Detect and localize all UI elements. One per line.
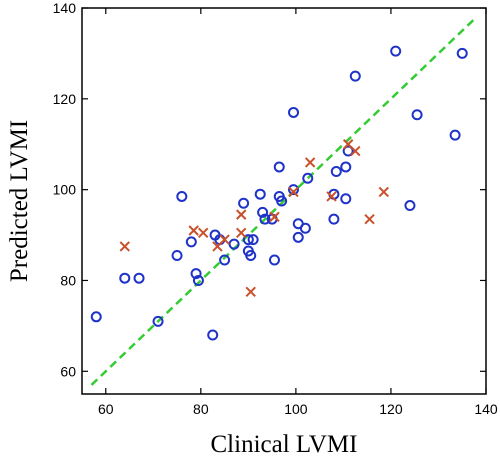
data-point-cross: [288, 186, 299, 198]
data-point-circle: [259, 213, 271, 225]
data-point-circle: [340, 161, 352, 173]
data-point-cross: [245, 286, 256, 298]
data-point-cross: [364, 213, 375, 225]
data-point-circle: [456, 47, 468, 59]
identity-reference-line: [90, 16, 478, 386]
axis-ticks: 60 80 100 120 140 60 80 100 120 140: [53, 0, 498, 417]
x-tick-label: 140: [474, 401, 498, 417]
data-point-circle: [119, 272, 131, 284]
data-point-circle: [411, 109, 423, 121]
data-point-circle: [257, 206, 269, 218]
data-point-circle: [328, 213, 340, 225]
data-point-cross: [269, 211, 280, 223]
data-point-circle: [192, 274, 204, 286]
data-point-circle: [449, 129, 461, 141]
y-tick-label: 100: [53, 182, 77, 198]
data-point-circle: [349, 70, 361, 82]
data-point-circle: [219, 254, 231, 266]
y-axis-title: Predicted LVMI: [6, 120, 33, 282]
data-point-circle: [273, 161, 285, 173]
data-point-circle: [152, 315, 164, 327]
data-point-circle: [268, 254, 280, 266]
data-point-circle: [190, 268, 202, 280]
data-point-circle: [247, 234, 259, 246]
x-axis-title: Clinical LVMI: [211, 431, 358, 458]
data-point-circle: [185, 236, 197, 248]
data-point-circle: [276, 195, 288, 207]
data-point-circle: [342, 145, 354, 157]
x-tick-label: 100: [284, 401, 308, 417]
data-point-circle: [176, 190, 188, 202]
data-point-cross: [188, 225, 199, 236]
data-point-cross: [350, 145, 361, 157]
data-point-circle: [133, 272, 145, 284]
data-point-circle: [340, 193, 352, 205]
data-point-circle: [288, 184, 300, 196]
data-point-circle: [90, 311, 102, 323]
data-point-circle: [254, 188, 266, 200]
data-point-circle: [299, 222, 311, 234]
data-point-circle: [207, 329, 219, 341]
y-tick-label: 80: [60, 272, 76, 288]
data-point-circle: [228, 238, 240, 250]
data-point-circle: [404, 200, 416, 212]
data-point-circle: [242, 234, 254, 246]
data-point-circle: [245, 249, 257, 261]
data-point-cross: [119, 241, 130, 252]
y-tick-label: 140: [53, 0, 77, 16]
data-point-cross: [378, 186, 390, 198]
data-point-cross: [219, 234, 230, 245]
data-point-cross: [304, 157, 316, 168]
data-point-cross: [197, 227, 209, 238]
data-points-layer: [90, 45, 468, 341]
reference-line-layer: [90, 16, 478, 386]
y-tick-label: 60: [60, 363, 76, 379]
x-tick-label: 80: [193, 401, 209, 417]
x-tick-label: 60: [98, 401, 114, 417]
data-point-circle: [171, 249, 183, 261]
data-point-circle: [288, 106, 300, 118]
x-tick-label: 120: [379, 401, 403, 417]
data-point-cross: [326, 191, 337, 202]
data-point-circle: [302, 172, 314, 184]
data-point-cross: [236, 209, 247, 220]
data-point-circle: [330, 165, 342, 177]
data-point-circle: [390, 45, 402, 57]
data-point-circle: [292, 231, 304, 243]
data-point-cross: [236, 227, 247, 238]
data-point-circle: [238, 197, 250, 209]
y-tick-label: 120: [53, 91, 77, 107]
